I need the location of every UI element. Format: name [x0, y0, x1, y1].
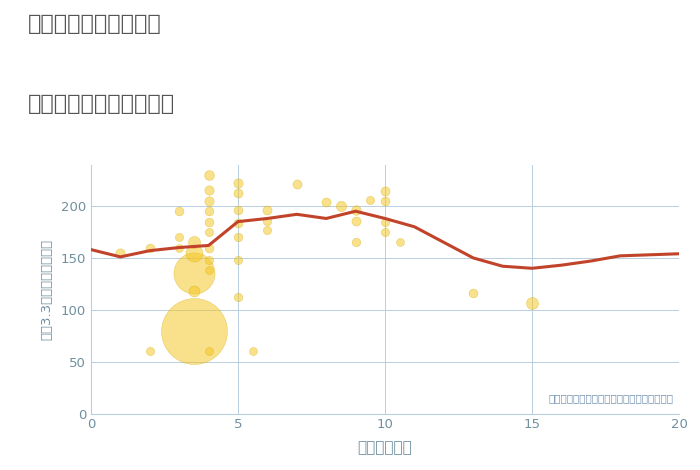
Text: 東京都狛江市元和泉の: 東京都狛江市元和泉の — [28, 14, 162, 34]
Point — [203, 256, 214, 264]
Point — [188, 239, 199, 246]
Point — [262, 206, 273, 214]
Point — [203, 244, 214, 251]
Point — [203, 187, 214, 194]
Point — [379, 218, 391, 225]
Point — [203, 228, 214, 236]
Text: 円の大きさは、取引のあった物件面積を示す: 円の大きさは、取引のあった物件面積を示す — [548, 394, 673, 404]
Point — [335, 202, 346, 210]
Point — [232, 256, 244, 264]
Point — [526, 299, 538, 306]
Point — [115, 249, 126, 257]
Point — [144, 244, 155, 251]
Y-axis label: 坪（3.3㎡）単価（万円）: 坪（3.3㎡）単価（万円） — [41, 238, 54, 340]
Point — [232, 219, 244, 227]
Point — [203, 218, 214, 225]
Point — [174, 244, 185, 251]
Point — [262, 226, 273, 234]
Point — [232, 189, 244, 196]
Point — [379, 188, 391, 195]
Point — [203, 348, 214, 355]
Point — [350, 206, 361, 214]
Point — [247, 348, 258, 355]
Point — [203, 207, 214, 215]
Point — [188, 249, 199, 257]
Point — [321, 198, 332, 206]
Point — [203, 197, 214, 204]
Point — [232, 234, 244, 241]
Point — [379, 197, 391, 204]
Point — [232, 294, 244, 301]
Point — [291, 180, 302, 188]
Point — [365, 196, 376, 204]
Point — [350, 239, 361, 246]
Point — [262, 217, 273, 224]
Point — [174, 207, 185, 215]
Point — [203, 171, 214, 179]
Point — [232, 206, 244, 214]
Point — [144, 348, 155, 355]
Point — [188, 287, 199, 295]
Point — [232, 180, 244, 187]
X-axis label: 駅距離（分）: 駅距離（分） — [358, 440, 412, 455]
Point — [379, 228, 391, 236]
Point — [188, 327, 199, 334]
Point — [174, 234, 185, 241]
Point — [203, 266, 214, 274]
Point — [350, 217, 361, 224]
Point — [394, 239, 405, 246]
Text: 駅距離別中古戸建て価格: 駅距離別中古戸建て価格 — [28, 94, 175, 114]
Point — [468, 290, 479, 297]
Point — [188, 270, 199, 277]
